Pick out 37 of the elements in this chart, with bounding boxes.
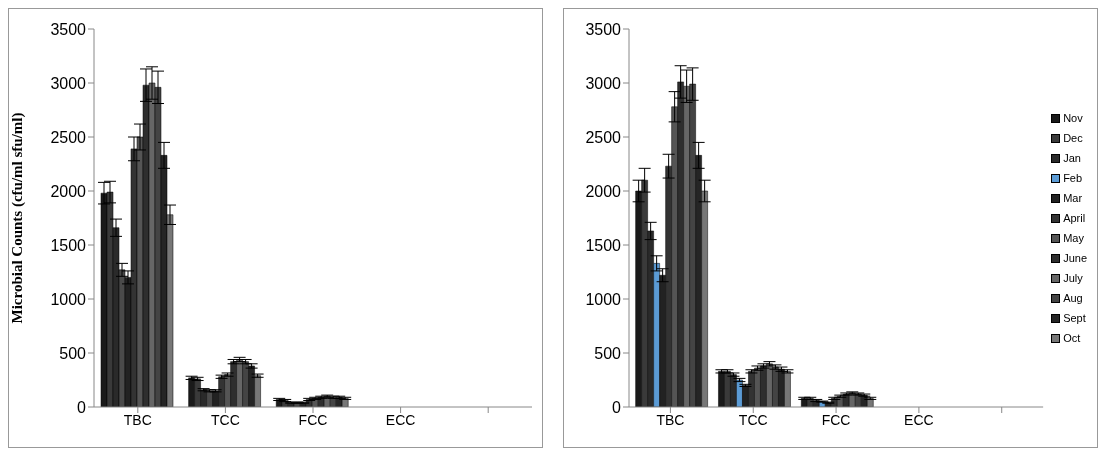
y-tick-label: 500	[59, 344, 87, 362]
legend-label: April	[1063, 211, 1086, 226]
y-tick-label: 1000	[50, 290, 87, 308]
y-tick-label: 2000	[50, 182, 87, 200]
legend-label: Feb	[1063, 171, 1083, 186]
y-tick-label: 1000	[585, 290, 622, 308]
x-tick-label: FCC	[298, 411, 328, 428]
x-tick-label: TBC	[123, 411, 152, 428]
legend-label: Aug	[1063, 291, 1083, 306]
legend-label: Jan	[1063, 151, 1081, 166]
legend-label: Sept	[1063, 311, 1086, 326]
legend-label: June	[1063, 251, 1087, 266]
y-tick-label: 3500	[585, 20, 622, 38]
y-tick-label: 2500	[50, 128, 87, 146]
legend-label: July	[1063, 271, 1083, 286]
x-tick-label: FCC	[821, 411, 851, 428]
y-tick-label: 2500	[585, 128, 622, 146]
y-tick-label: 3000	[50, 74, 87, 92]
legend-label: May	[1063, 231, 1084, 246]
y-tick-label: 0	[77, 398, 87, 416]
y-tick-label: 3000	[585, 74, 622, 92]
x-tick-label: ECC	[904, 411, 934, 428]
y-tick-label: 0	[612, 398, 622, 416]
legend-label: Oct	[1063, 331, 1081, 346]
x-tick-label: TCC	[738, 411, 768, 428]
legend-label: Nov	[1063, 111, 1083, 126]
y-tick-label: 2000	[585, 182, 622, 200]
x-tick-label: TBC	[656, 411, 685, 428]
legend-label: Mar	[1063, 191, 1083, 206]
x-tick-label: TCC	[211, 411, 240, 428]
y-tick-label: 1500	[50, 236, 87, 254]
x-tick-label: ECC	[385, 411, 416, 428]
y-tick-label: 500	[594, 344, 622, 362]
y-axis-title: Microbial Counts (cfu/ml sfu/ml)	[9, 112, 27, 324]
y-tick-label: 3500	[50, 20, 87, 38]
y-tick-label: 1500	[585, 236, 622, 254]
legend-label: Dec	[1063, 131, 1083, 146]
